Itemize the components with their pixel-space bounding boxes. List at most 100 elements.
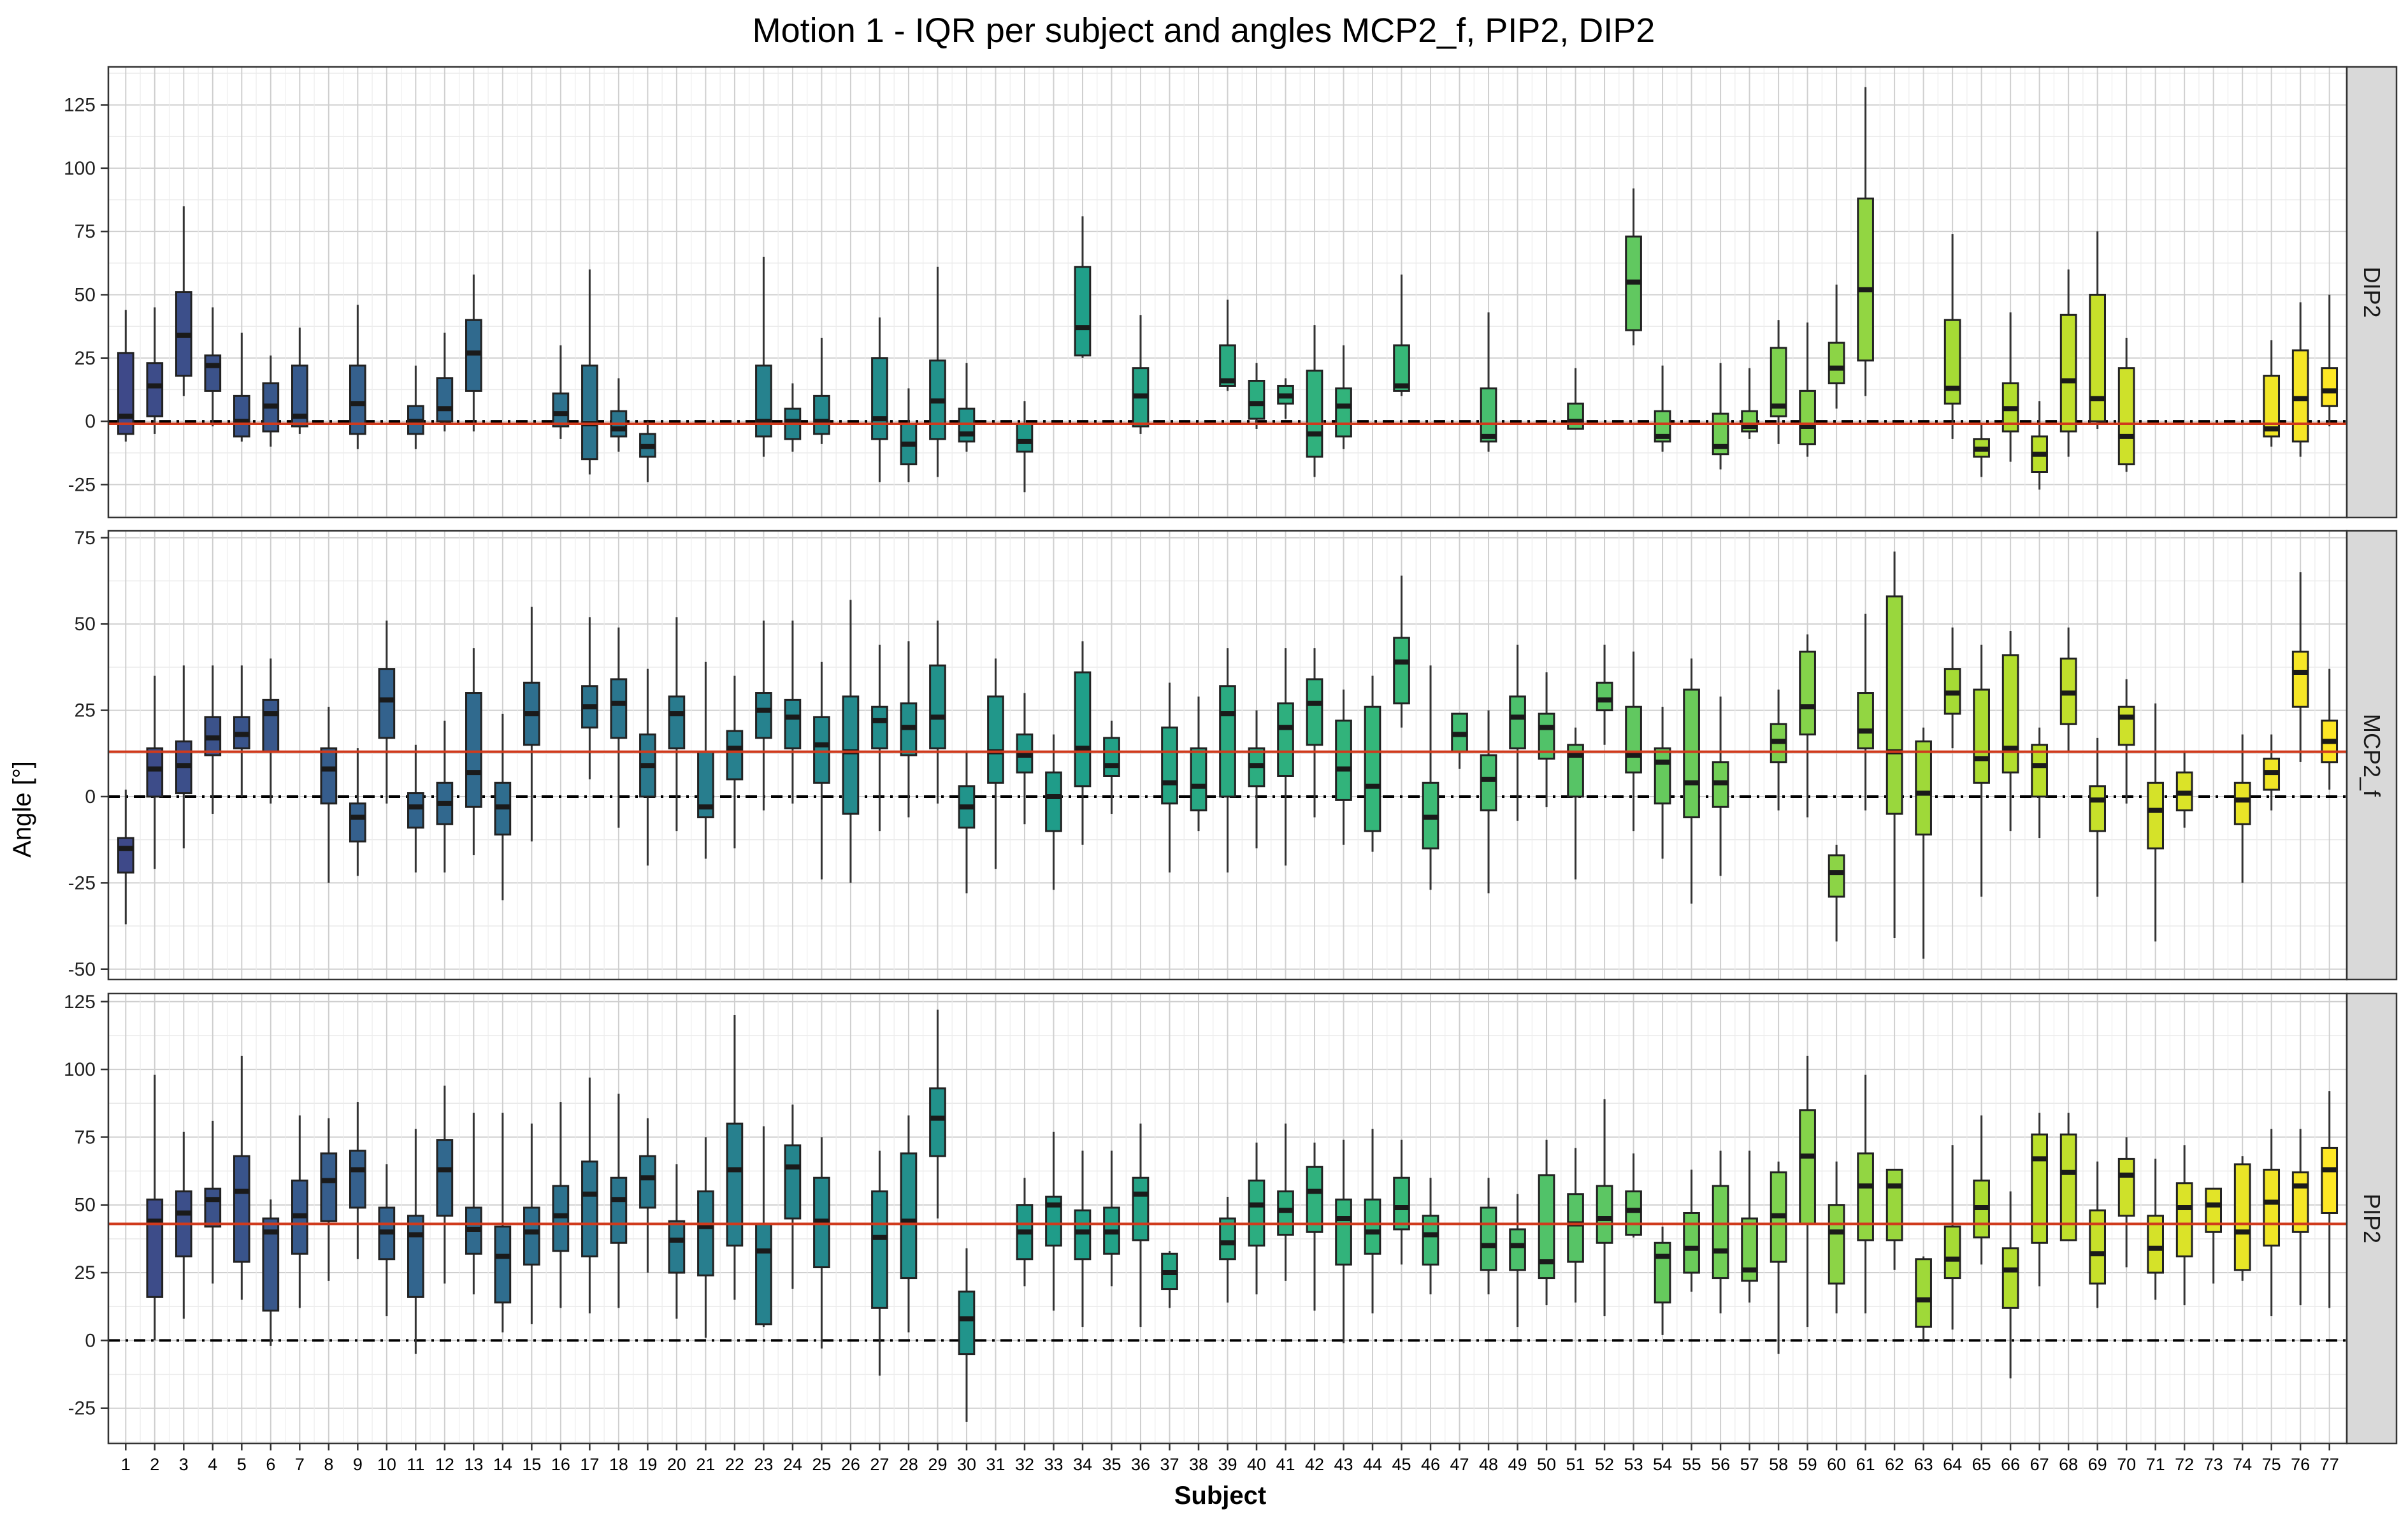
box-subject-49: [1509, 1194, 1526, 1327]
box-iqr: [1973, 688, 1990, 784]
box-subject-44: [1364, 1129, 1381, 1313]
box-iqr: [1596, 1185, 1613, 1244]
box-iqr: [1770, 347, 1787, 417]
x-tick-label: 3: [179, 1455, 189, 1474]
box-iqr: [1741, 1217, 1758, 1282]
x-tick-label: 48: [1479, 1455, 1498, 1474]
box-subject-14: [494, 1113, 512, 1333]
box-iqr: [436, 1139, 454, 1217]
x-tick-label: 5: [237, 1455, 247, 1474]
box-subject-5: [233, 1055, 250, 1300]
box-iqr: [929, 664, 946, 749]
box-subject-68: [2059, 627, 2077, 752]
x-tick-label: 39: [1218, 1455, 1237, 1474]
box-subject-22: [726, 676, 744, 849]
box-subject-58: [1770, 320, 1787, 444]
x-tick-label: 25: [812, 1455, 831, 1474]
box-subject-27: [871, 317, 888, 482]
box-iqr: [1393, 637, 1410, 705]
y-tick-label: 25: [75, 1262, 96, 1283]
box-iqr: [1074, 266, 1092, 357]
box-subject-75: [2263, 734, 2281, 811]
box-subject-29: [929, 1009, 946, 1218]
x-tick-label: 50: [1537, 1455, 1556, 1474]
box-subject-27: [871, 1150, 888, 1376]
box-iqr: [2147, 781, 2164, 849]
box-subject-57: [1741, 1150, 1758, 1303]
box-subject-9: [349, 1102, 366, 1259]
box-iqr: [204, 1187, 222, 1228]
box-iqr: [146, 362, 164, 417]
box-subject-21: [697, 661, 714, 859]
box-iqr: [146, 747, 164, 798]
box-iqr: [1480, 387, 1497, 443]
y-tick-label: 125: [64, 992, 96, 1013]
box-iqr: [1799, 651, 1816, 736]
box-iqr: [2089, 1209, 2106, 1285]
box-iqr: [494, 1225, 512, 1304]
y-tick-label: -25: [68, 872, 96, 893]
box-subject-5: [233, 665, 250, 797]
box-subject-61: [1857, 613, 1874, 811]
x-tick-label: 36: [1131, 1455, 1150, 1474]
box-subject-54: [1654, 1226, 1671, 1335]
box-iqr: [813, 716, 830, 784]
box-subject-39: [1219, 300, 1236, 391]
box-subject-75: [2263, 1129, 2281, 1317]
box-subject-11: [407, 1129, 424, 1354]
box-iqr: [2089, 785, 2106, 832]
x-tick-label: 38: [1189, 1455, 1208, 1474]
x-tick-label: 71: [2146, 1455, 2165, 1474]
box-iqr: [1393, 1176, 1410, 1231]
box-subject-41: [1277, 378, 1294, 419]
x-tick-label: 47: [1450, 1455, 1469, 1474]
x-tick-label: 55: [1682, 1455, 1701, 1474]
box-subject-10: [378, 620, 396, 804]
box-subject-77: [2321, 1091, 2339, 1308]
y-tick-label: 0: [85, 786, 96, 807]
box-subject-60: [1828, 844, 1845, 942]
box-iqr: [610, 678, 628, 739]
box-subject-20: [668, 617, 686, 832]
box-subject-8: [320, 1118, 338, 1281]
box-subject-3: [175, 206, 192, 396]
box-subject-8: [320, 707, 338, 883]
box-iqr: [262, 698, 280, 753]
box-subject-54: [1654, 707, 1671, 859]
x-tick-label: 35: [1102, 1455, 1121, 1474]
box-subject-9: [349, 305, 366, 449]
box-iqr: [552, 1185, 570, 1252]
x-tick-label: 76: [2291, 1455, 2310, 1474]
box-subject-12: [436, 720, 454, 873]
box-subject-15: [523, 607, 540, 842]
box-iqr: [2117, 367, 2135, 466]
x-tick-label: 73: [2204, 1455, 2223, 1474]
x-tick-label: 15: [522, 1455, 541, 1474]
box-iqr: [1625, 1190, 1642, 1236]
box-subject-34: [1074, 1150, 1092, 1327]
box-iqr: [1161, 726, 1178, 805]
box-subject-39: [1219, 1196, 1236, 1303]
x-tick-label: 62: [1885, 1455, 1904, 1474]
box-subject-46: [1422, 665, 1439, 890]
box-subject-28: [900, 1115, 918, 1333]
box-subject-72: [2175, 1145, 2193, 1306]
box-subject-66: [2001, 631, 2019, 832]
facet-strip-label: PIP2: [2359, 1194, 2385, 1243]
y-tick-label: 50: [75, 1195, 96, 1216]
box-subject-65: [1973, 644, 1990, 897]
x-tick-label: 46: [1421, 1455, 1440, 1474]
box-iqr: [1712, 1185, 1729, 1280]
box-iqr: [2263, 375, 2281, 438]
box-subject-51: [1567, 727, 1584, 879]
x-tick-label: 32: [1015, 1455, 1034, 1474]
box-iqr: [900, 1152, 918, 1280]
box-iqr: [349, 365, 366, 435]
x-tick-label: 27: [870, 1455, 889, 1474]
box-subject-45: [1393, 1139, 1410, 1265]
box-subject-61: [1857, 87, 1874, 396]
box-subject-66: [2001, 312, 2019, 462]
box-iqr: [1045, 771, 1062, 832]
box-iqr: [2147, 1215, 2164, 1274]
box-subject-69: [2089, 737, 2106, 897]
